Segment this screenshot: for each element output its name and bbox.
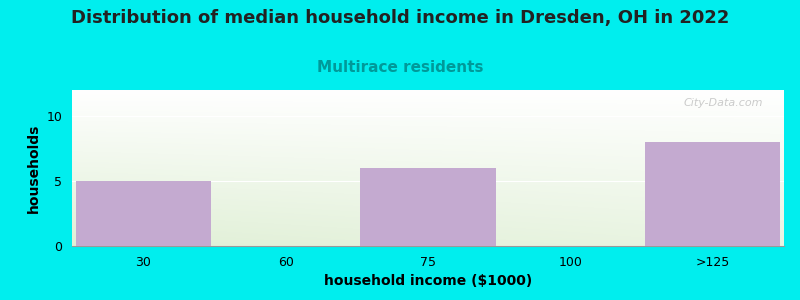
Y-axis label: households: households	[27, 123, 41, 213]
Text: Distribution of median household income in Dresden, OH in 2022: Distribution of median household income …	[71, 9, 729, 27]
X-axis label: household income ($1000): household income ($1000)	[324, 274, 532, 288]
Bar	[75, 181, 211, 246]
Bar	[360, 168, 496, 246]
Text: City-Data.com: City-Data.com	[683, 98, 762, 108]
Text: Multirace residents: Multirace residents	[317, 60, 483, 75]
Bar	[645, 142, 781, 246]
